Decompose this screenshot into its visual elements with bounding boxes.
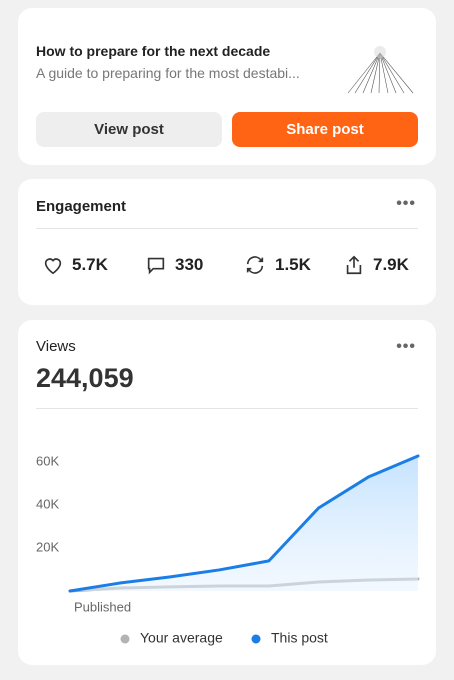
engagement-title: Engagement bbox=[36, 198, 127, 215]
likes-count: 5.7K bbox=[72, 255, 108, 274]
post-card: How to prepare for the next decade A gui… bbox=[18, 8, 436, 165]
heart-icon bbox=[44, 258, 62, 275]
comment-icon bbox=[147, 257, 165, 275]
post-subtitle: A guide to preparing for the most destab… bbox=[36, 65, 300, 81]
shares-count: 7.9K bbox=[373, 255, 409, 274]
views-title: Views bbox=[36, 338, 76, 355]
views-card: Views ••• 244,059 20K 40K 60K Published Your… bbox=[18, 320, 436, 665]
legend-marker bbox=[251, 634, 261, 644]
views-total: 244,059 bbox=[36, 363, 134, 393]
restacks-count: 1.5K bbox=[275, 255, 311, 274]
y-tick-label: 40K bbox=[36, 496, 59, 511]
more-button[interactable]: ••• bbox=[396, 195, 416, 212]
legend-label: This post bbox=[271, 630, 328, 646]
series-line bbox=[68, 454, 420, 593]
share-icon bbox=[346, 255, 362, 275]
restack-icon bbox=[246, 256, 264, 274]
view-post-button[interactable]: View post bbox=[36, 112, 222, 147]
x-tick-label: Published bbox=[74, 599, 131, 614]
post-thumbnail bbox=[347, 46, 414, 94]
y-tick-label: 20K bbox=[36, 539, 59, 554]
views-chart: 20K 40K 60K Published Your average This post bbox=[36, 453, 420, 646]
comments: 330 bbox=[145, 254, 203, 276]
area-fill bbox=[70, 455, 418, 591]
divider bbox=[36, 408, 418, 409]
divider bbox=[36, 228, 418, 229]
legend-marker bbox=[120, 634, 130, 644]
post-title: How to prepare for the next decade bbox=[36, 43, 271, 59]
shares: 7.9K bbox=[343, 254, 409, 276]
y-tick-label: 60K bbox=[36, 453, 59, 468]
share-post-button[interactable]: Share post bbox=[232, 112, 418, 147]
more-button[interactable]: ••• bbox=[396, 338, 416, 355]
legend-label: Your average bbox=[140, 630, 223, 646]
engagement-card: Engagement ••• 5.7K 330 1.5K 7.9K bbox=[18, 179, 436, 305]
likes: 5.7K bbox=[42, 254, 108, 276]
restacks: 1.5K bbox=[243, 254, 311, 276]
comments-count: 330 bbox=[175, 255, 204, 274]
